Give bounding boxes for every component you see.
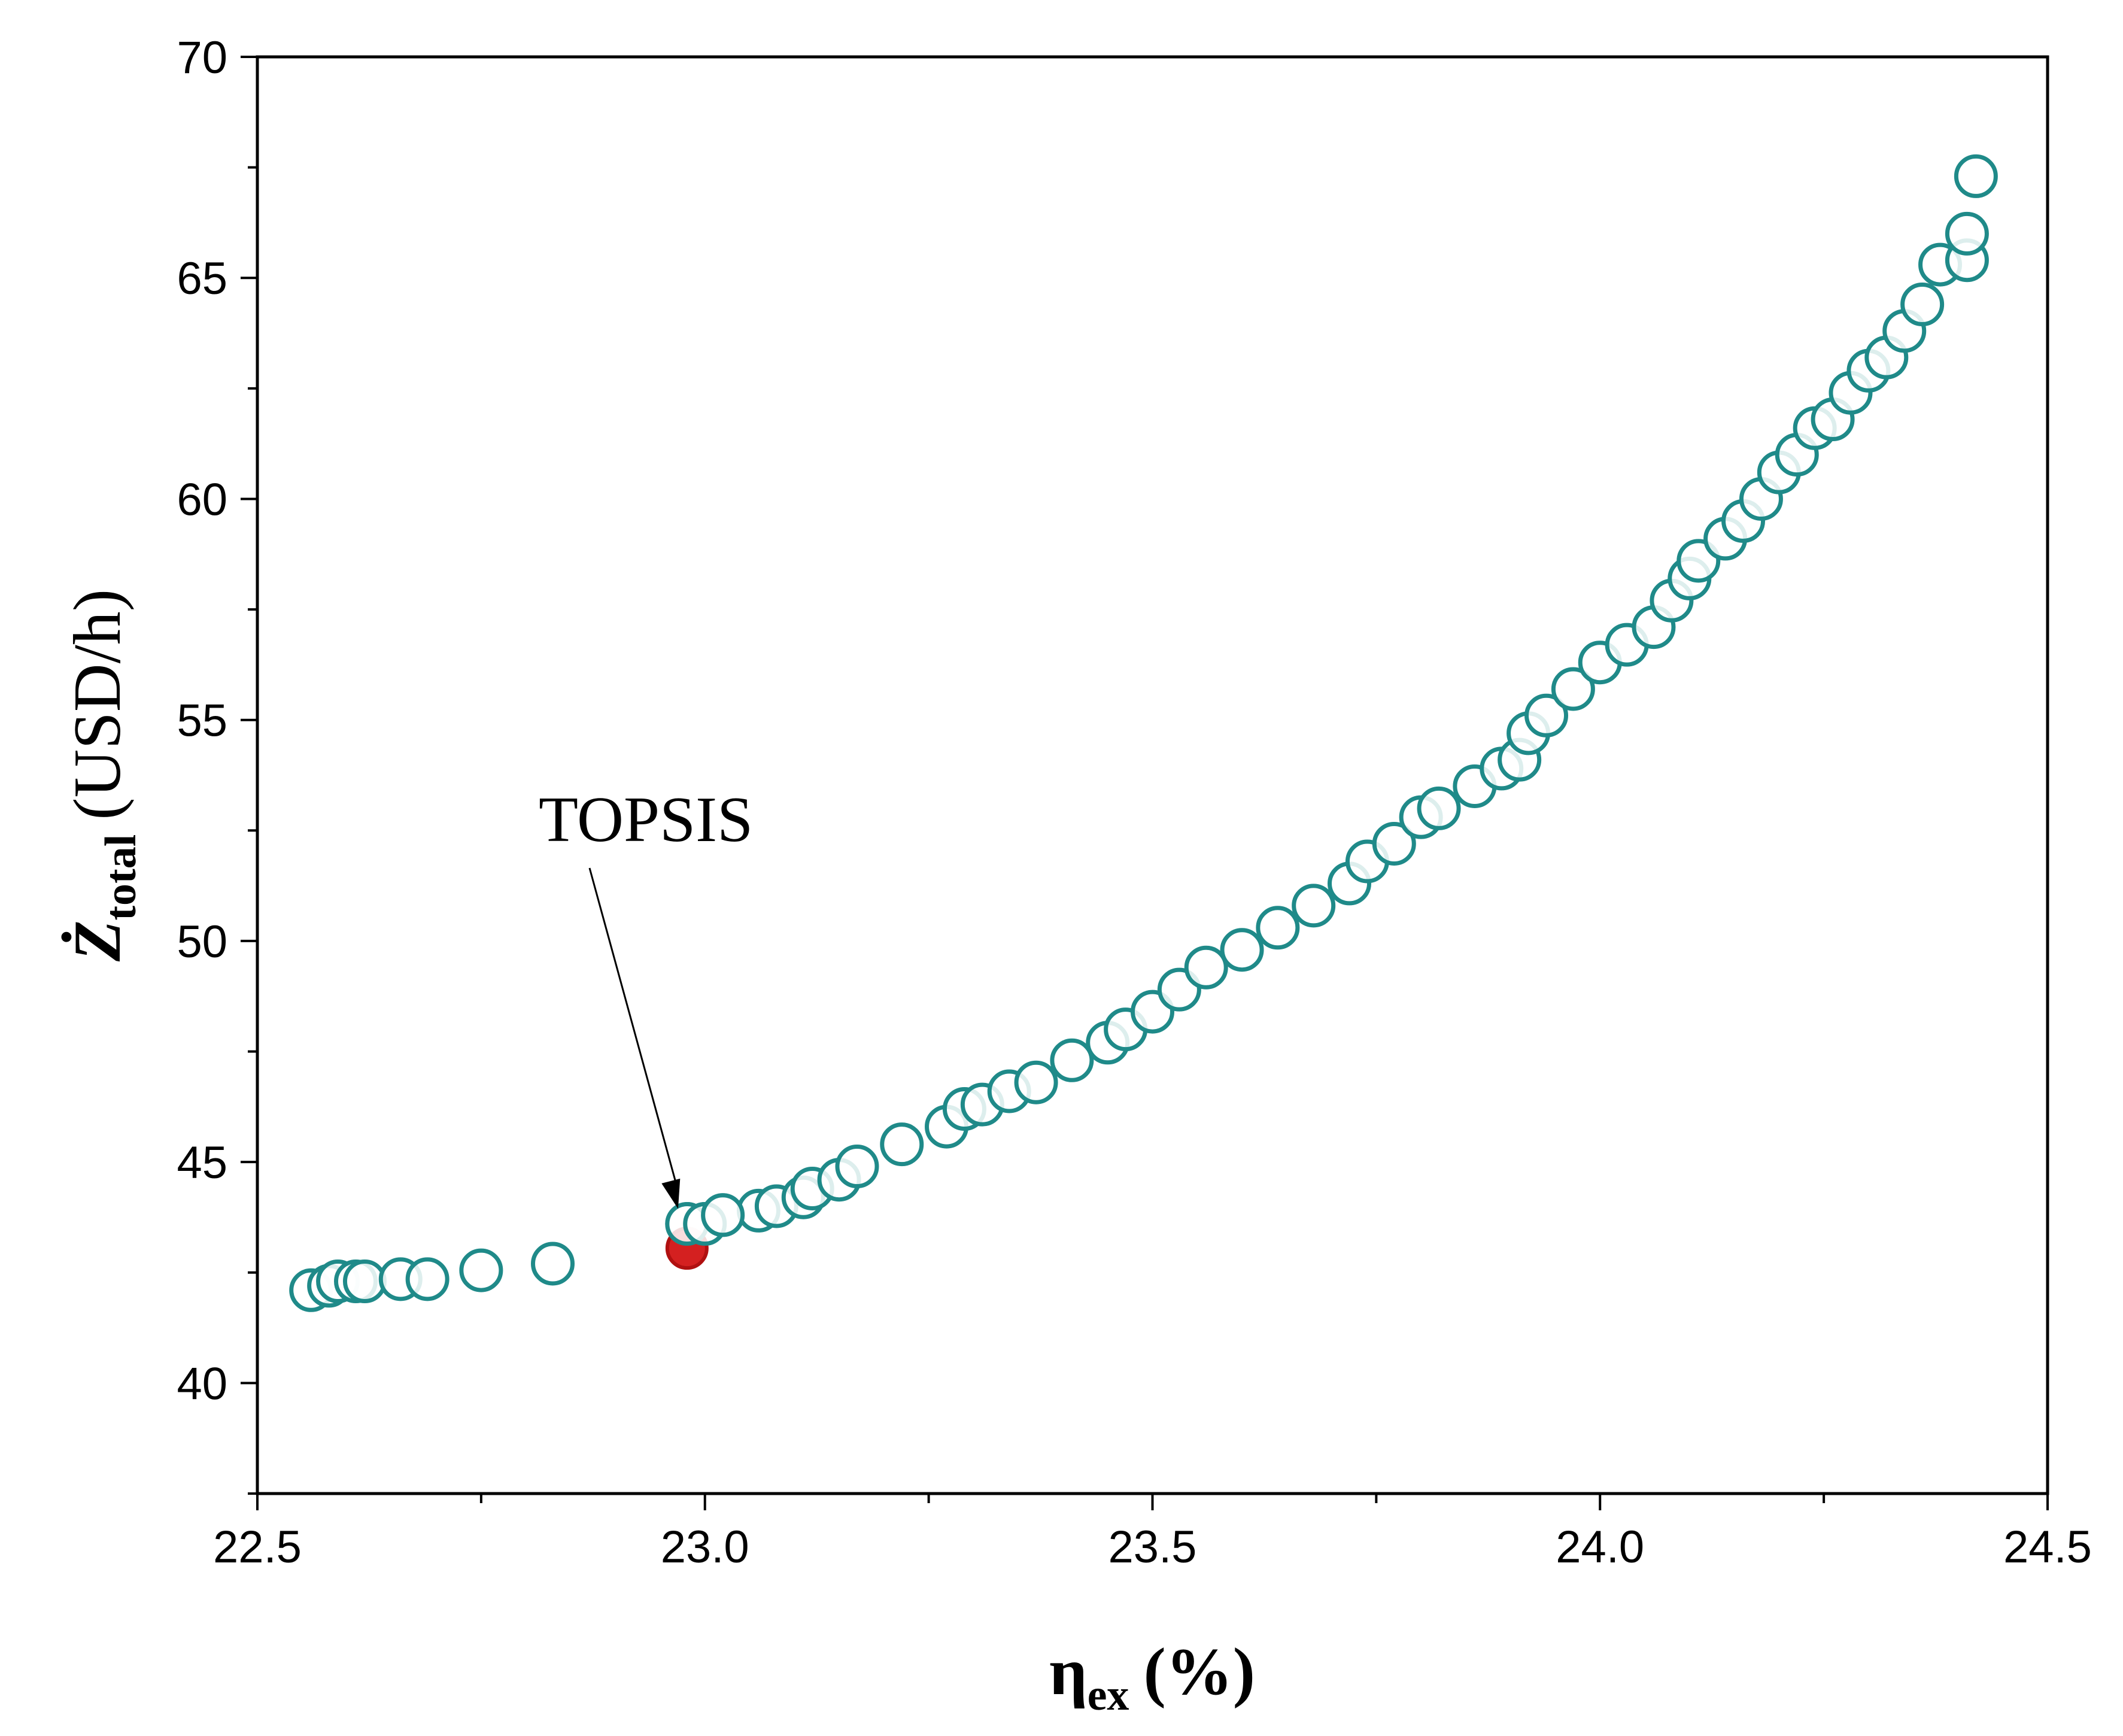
pareto-point (1220, 928, 1264, 972)
x-axis-symbol: η (1049, 1635, 1088, 1709)
pareto-point (1184, 945, 1228, 990)
y-axis-unit: (USD/h) (60, 589, 135, 820)
y-axis-subscript: total (96, 834, 145, 921)
y-tick-label: 60 (177, 474, 227, 525)
x-axis-unit: (%) (1143, 1635, 1255, 1709)
y-tick-label: 40 (177, 1358, 227, 1409)
topsis-point-group (665, 1193, 745, 1270)
pareto-point (342, 1259, 387, 1304)
pareto-point (1524, 693, 1569, 738)
x-axis-subscript: ex (1088, 1671, 1129, 1720)
x-tick-label: 24.5 (2003, 1522, 2092, 1573)
pareto-point (405, 1257, 449, 1301)
pareto-point (531, 1242, 575, 1286)
axis-ticks (241, 56, 2049, 1510)
pareto-point (1256, 906, 1300, 950)
pareto-point (1551, 667, 1595, 711)
pareto-point (1014, 1060, 1058, 1104)
pareto-point (1945, 211, 1989, 256)
x-tick-label: 23.5 (1108, 1522, 1197, 1573)
pareto-point (1050, 1038, 1094, 1082)
data-markers (289, 154, 1998, 1312)
x-tick-label: 23.0 (661, 1522, 749, 1573)
x-tick-label: 24.0 (1556, 1522, 1644, 1573)
y-axis-title: Żtotal (USD/h) (60, 589, 145, 962)
plot-frame (256, 55, 2049, 1495)
y-tick-label: 65 (177, 253, 227, 304)
pareto-point (1954, 154, 1998, 198)
y-tick-label: 50 (177, 916, 227, 967)
pareto-point (701, 1193, 745, 1237)
pareto-point (880, 1122, 924, 1167)
y-axis-symbol: Ż (60, 921, 135, 962)
pareto-point (459, 1248, 503, 1292)
topsis-arrow-line (588, 867, 679, 1191)
topsis-annotation: TOPSIS (539, 784, 753, 1209)
pareto-point (1372, 821, 1416, 866)
y-tick-label: 45 (177, 1137, 227, 1188)
y-tick-label: 55 (177, 696, 227, 746)
y-tick-label: 70 (177, 32, 227, 83)
topsis-label: TOPSIS (539, 784, 753, 855)
pareto-point (1900, 283, 1945, 327)
topsis-arrow-head (661, 1178, 681, 1209)
pareto-point (1417, 786, 1461, 830)
y-tick-labels: 40 45 50 55 60 65 70 (177, 32, 227, 1409)
pareto-point (1292, 884, 1336, 928)
x-tick-label: 22.5 (213, 1522, 302, 1573)
x-axis-title: ηex (%) (1049, 1635, 1255, 1720)
pareto-point (835, 1145, 879, 1189)
x-tick-labels: 22.5 23.0 23.5 24.0 24.5 (213, 1522, 2092, 1573)
